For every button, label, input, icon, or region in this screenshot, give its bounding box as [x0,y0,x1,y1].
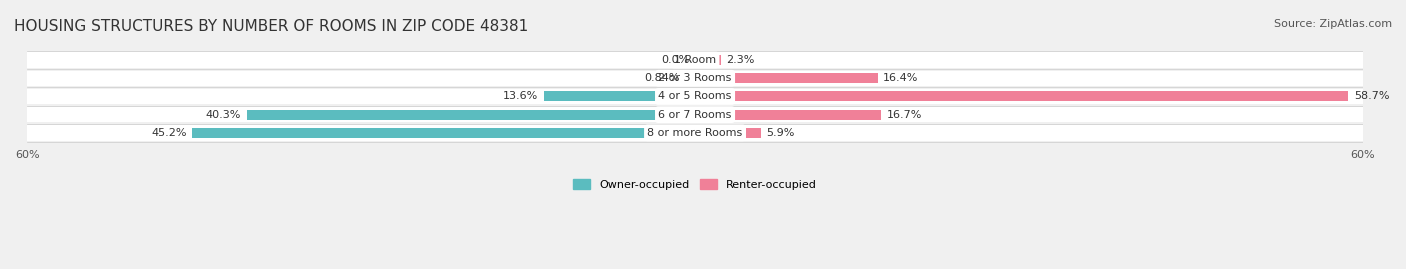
Bar [27,52,1362,68]
Text: 5.9%: 5.9% [766,128,794,138]
Bar [695,55,721,65]
Text: 8 or more Rooms: 8 or more Rooms [647,128,742,138]
Bar [246,110,695,120]
Text: 0.0%: 0.0% [661,55,689,65]
Text: 58.7%: 58.7% [1354,91,1389,101]
Text: 2 or 3 Rooms: 2 or 3 Rooms [658,73,731,83]
Bar [544,91,695,101]
Text: 1 Room: 1 Room [673,55,716,65]
Text: 16.4%: 16.4% [883,73,918,83]
Bar [695,91,1348,101]
Text: 2.3%: 2.3% [725,55,755,65]
Bar [686,73,695,83]
Text: 40.3%: 40.3% [205,110,240,120]
Text: 6 or 7 Rooms: 6 or 7 Rooms [658,110,731,120]
Bar [695,110,882,120]
Legend: Owner-occupied, Renter-occupied: Owner-occupied, Renter-occupied [569,175,821,194]
Text: 45.2%: 45.2% [150,128,187,138]
Bar [27,125,1362,141]
Text: HOUSING STRUCTURES BY NUMBER OF ROOMS IN ZIP CODE 48381: HOUSING STRUCTURES BY NUMBER OF ROOMS IN… [14,19,529,34]
Bar [27,89,1362,104]
Text: 16.7%: 16.7% [886,110,922,120]
Bar [695,128,761,138]
Text: 0.84%: 0.84% [644,73,681,83]
Bar [27,70,1362,86]
Text: Source: ZipAtlas.com: Source: ZipAtlas.com [1274,19,1392,29]
Bar [27,107,1362,122]
Text: 4 or 5 Rooms: 4 or 5 Rooms [658,91,731,101]
Bar [193,128,695,138]
Bar [695,73,877,83]
Text: 13.6%: 13.6% [503,91,538,101]
